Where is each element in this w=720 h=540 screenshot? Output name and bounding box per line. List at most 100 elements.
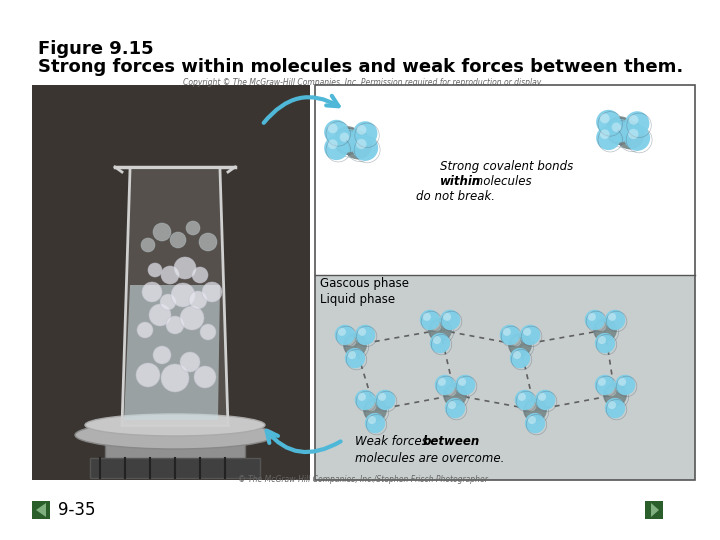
Circle shape <box>161 364 189 392</box>
Circle shape <box>366 402 376 411</box>
Text: Liquid phase: Liquid phase <box>320 293 395 306</box>
Circle shape <box>503 328 511 336</box>
Circle shape <box>345 348 365 368</box>
Text: Gascous phase: Gascous phase <box>320 276 409 289</box>
Text: Strong forces within molecules and weak forces between them.: Strong forces within molecules and weak … <box>38 58 683 76</box>
Circle shape <box>616 120 644 150</box>
Circle shape <box>515 390 535 410</box>
Text: Strong covalent bonds: Strong covalent bonds <box>440 160 573 173</box>
Circle shape <box>324 120 348 144</box>
Circle shape <box>518 393 526 401</box>
Circle shape <box>355 390 375 410</box>
Circle shape <box>615 375 635 395</box>
Circle shape <box>606 116 634 145</box>
Circle shape <box>368 416 376 424</box>
Circle shape <box>608 401 616 409</box>
Circle shape <box>448 401 456 409</box>
Circle shape <box>348 135 359 146</box>
Circle shape <box>136 363 160 387</box>
Circle shape <box>608 313 616 321</box>
Circle shape <box>356 125 366 134</box>
Bar <box>32 85 310 480</box>
Circle shape <box>174 257 196 279</box>
Bar <box>310 85 315 480</box>
Circle shape <box>192 267 208 283</box>
Circle shape <box>137 322 153 338</box>
Circle shape <box>443 383 467 407</box>
Polygon shape <box>122 170 228 425</box>
Circle shape <box>194 366 216 388</box>
Text: within: within <box>440 175 481 188</box>
Circle shape <box>352 135 378 161</box>
Circle shape <box>333 126 362 155</box>
Circle shape <box>335 325 355 345</box>
Circle shape <box>141 238 155 252</box>
Circle shape <box>432 322 441 331</box>
Circle shape <box>153 223 171 241</box>
Bar <box>105 432 245 462</box>
Circle shape <box>433 336 441 344</box>
Polygon shape <box>36 503 46 517</box>
Circle shape <box>445 398 465 419</box>
Circle shape <box>423 313 431 321</box>
Circle shape <box>363 398 387 422</box>
Circle shape <box>510 348 530 368</box>
Circle shape <box>189 291 207 309</box>
Circle shape <box>455 375 475 395</box>
Circle shape <box>605 398 625 419</box>
Circle shape <box>595 375 615 395</box>
Text: 9-35: 9-35 <box>58 501 96 519</box>
Circle shape <box>343 131 372 159</box>
Circle shape <box>610 120 621 132</box>
Text: Figure 9.15: Figure 9.15 <box>38 40 153 58</box>
Circle shape <box>600 113 610 123</box>
Circle shape <box>526 402 536 411</box>
Circle shape <box>538 393 546 401</box>
Bar <box>90 458 260 478</box>
Circle shape <box>378 393 386 401</box>
Circle shape <box>356 139 366 149</box>
Circle shape <box>148 263 162 277</box>
Circle shape <box>535 390 555 410</box>
Circle shape <box>607 387 616 396</box>
Circle shape <box>612 123 621 132</box>
Circle shape <box>513 351 521 359</box>
Circle shape <box>625 111 649 136</box>
Circle shape <box>343 333 367 357</box>
Circle shape <box>199 233 217 251</box>
Circle shape <box>153 346 171 364</box>
Circle shape <box>338 131 349 142</box>
Circle shape <box>597 322 606 331</box>
Bar <box>315 85 695 275</box>
Circle shape <box>160 294 176 310</box>
Circle shape <box>166 316 184 334</box>
Text: molecules are overcome.: molecules are overcome. <box>355 452 505 465</box>
Circle shape <box>420 309 440 330</box>
Circle shape <box>525 413 545 433</box>
Circle shape <box>520 325 540 345</box>
Circle shape <box>440 309 460 330</box>
Circle shape <box>186 221 200 235</box>
Circle shape <box>328 139 338 149</box>
Circle shape <box>624 125 650 151</box>
Circle shape <box>593 318 617 342</box>
Circle shape <box>170 232 186 248</box>
Circle shape <box>428 318 452 342</box>
Text: molecules: molecules <box>468 175 531 188</box>
Bar <box>315 85 695 480</box>
Polygon shape <box>124 285 220 420</box>
Circle shape <box>585 309 605 330</box>
Circle shape <box>508 333 532 357</box>
Text: between: between <box>423 435 480 448</box>
Circle shape <box>149 304 171 326</box>
Ellipse shape <box>75 421 275 449</box>
Circle shape <box>328 124 338 133</box>
Circle shape <box>202 282 222 302</box>
Circle shape <box>430 333 450 353</box>
Circle shape <box>375 390 395 410</box>
Circle shape <box>446 387 456 396</box>
Bar <box>315 275 695 480</box>
Circle shape <box>180 352 200 372</box>
Circle shape <box>142 282 162 302</box>
Circle shape <box>348 351 356 359</box>
